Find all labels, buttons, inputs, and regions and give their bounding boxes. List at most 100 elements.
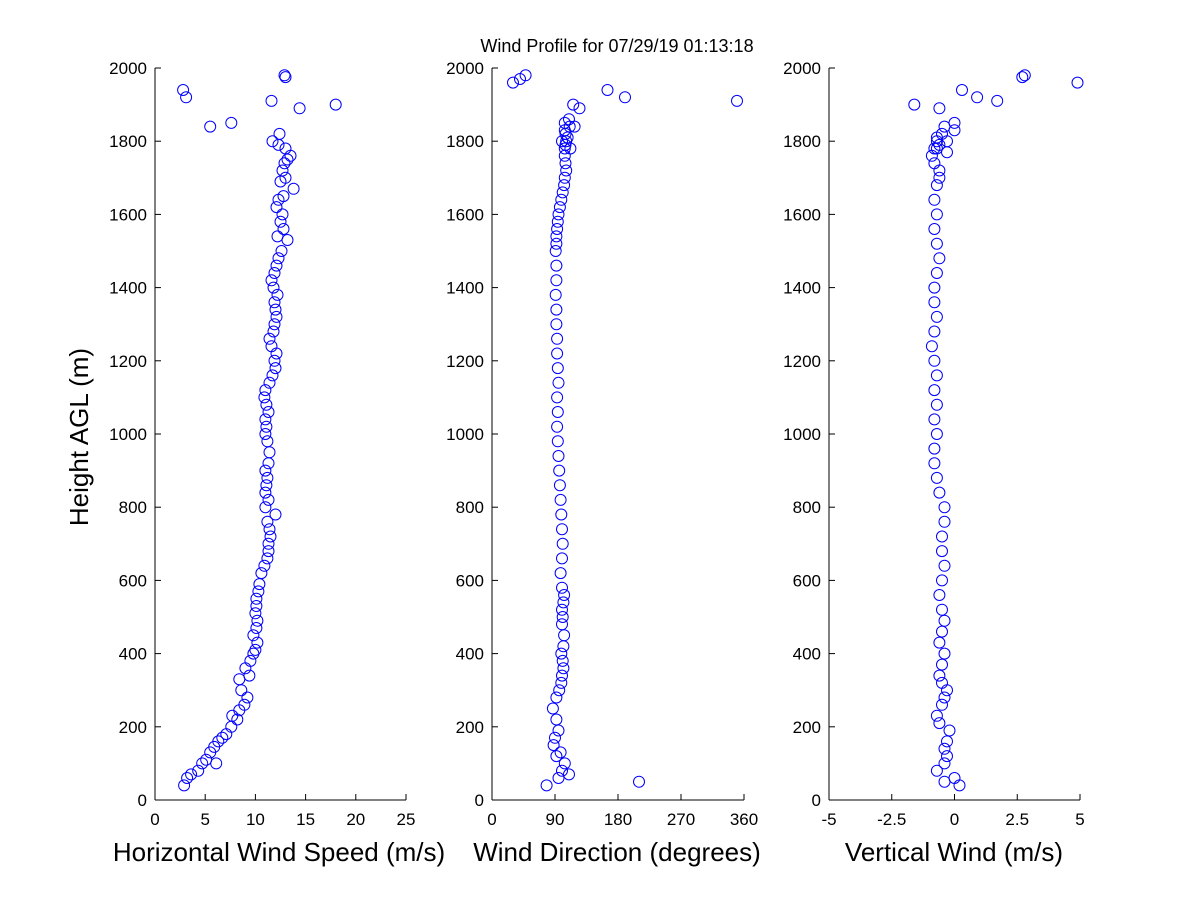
data-point — [268, 354, 281, 367]
data-point — [930, 398, 943, 411]
data-point — [554, 746, 567, 759]
data-point — [558, 171, 571, 184]
data-point — [564, 142, 577, 155]
data-point — [212, 735, 225, 748]
data-point — [555, 193, 568, 206]
y-tick-label: 1600 — [109, 205, 147, 224]
x-tick-label: 10 — [246, 810, 265, 829]
data-point — [279, 71, 292, 84]
data-point — [928, 325, 941, 338]
data-point — [557, 662, 570, 675]
data-point — [271, 288, 284, 301]
data-point — [258, 391, 271, 404]
data-point — [270, 310, 283, 323]
data-point — [948, 124, 961, 137]
y-tick-label: 200 — [119, 718, 147, 737]
data-point — [550, 303, 563, 316]
data-point — [551, 362, 564, 375]
panel-vertical-wind: 0 200 400 600 800 1000 1200 1400 1600 1800 2000 -5 -… — [783, 59, 1085, 829]
data-point — [196, 757, 209, 770]
data-point — [252, 585, 265, 598]
data-point — [551, 435, 564, 448]
data-point — [556, 186, 569, 199]
data-point — [948, 772, 961, 784]
data-point — [550, 691, 563, 704]
y-tick-label: 0 — [812, 791, 821, 810]
y-tick-label: 1400 — [446, 279, 484, 298]
data-point — [559, 157, 572, 170]
x-axis-label-vertical-wind: Vertical Wind (m/s) — [845, 837, 1063, 867]
data-point — [251, 614, 264, 627]
data-point — [556, 581, 568, 594]
data-point — [1071, 76, 1084, 89]
data-point — [928, 354, 941, 367]
data-point — [928, 457, 941, 470]
data-point — [278, 69, 291, 82]
data-point — [933, 636, 946, 649]
data-point — [908, 98, 921, 111]
x-tick-label: 0 — [487, 810, 496, 829]
data-point — [507, 76, 519, 89]
data-point — [550, 274, 563, 287]
data-point — [261, 552, 274, 565]
data-point — [933, 589, 946, 601]
data-point — [938, 501, 951, 514]
y-tick-label: 400 — [456, 645, 484, 664]
data-point — [262, 457, 275, 470]
data-point — [249, 643, 262, 656]
data-point — [928, 193, 941, 206]
y-tick-label: 1000 — [446, 425, 484, 444]
y-tick-label: 2000 — [109, 59, 147, 78]
data-point — [177, 84, 190, 96]
data-point — [261, 515, 274, 528]
data-point — [930, 267, 943, 279]
data-point — [552, 376, 565, 389]
data-point — [550, 230, 563, 243]
data-point — [933, 171, 946, 184]
data-point — [551, 223, 564, 235]
data-point — [267, 281, 280, 294]
data-point — [262, 545, 275, 558]
data-point — [555, 508, 568, 521]
data-point — [941, 750, 953, 763]
data-point — [273, 127, 286, 140]
data-point — [263, 523, 276, 536]
x-axis-label-wind-direction: Wind Direction (degrees) — [473, 837, 761, 867]
data-point — [933, 138, 946, 151]
data-point — [633, 775, 645, 788]
data-point — [552, 450, 565, 462]
data-point — [556, 603, 568, 616]
data-point — [928, 157, 941, 170]
data-point — [933, 717, 946, 730]
y-tick-label: 400 — [119, 645, 147, 664]
x-tick-label: 5 — [1075, 810, 1084, 829]
data-point — [938, 742, 951, 755]
data-point — [266, 369, 279, 382]
data-point — [268, 318, 281, 331]
y-tick-label: 0 — [475, 791, 484, 810]
data-point — [250, 592, 263, 605]
data-point — [216, 731, 229, 744]
x-tick-label: 15 — [296, 810, 315, 829]
data-point — [279, 171, 292, 184]
data-point — [259, 384, 272, 397]
data-point — [558, 179, 571, 192]
y-tick-label: 800 — [793, 498, 821, 517]
data-point — [253, 578, 266, 591]
data-point — [278, 157, 291, 170]
y-tick-label: 1800 — [109, 132, 147, 151]
data-point — [933, 164, 946, 177]
x-tick-label: 180 — [604, 810, 632, 829]
data-point — [551, 391, 564, 404]
data-point — [941, 146, 953, 159]
x-axis-label-horizontal-wind-speed: Horizontal Wind Speed (m/s) — [113, 837, 445, 867]
data-point — [261, 471, 274, 484]
data-point — [181, 772, 194, 784]
data-point — [930, 208, 943, 221]
data-point — [558, 629, 571, 642]
data-point — [262, 493, 275, 506]
y-tick-label: 800 — [456, 498, 484, 517]
data-point — [263, 446, 276, 459]
data-point — [925, 340, 938, 353]
